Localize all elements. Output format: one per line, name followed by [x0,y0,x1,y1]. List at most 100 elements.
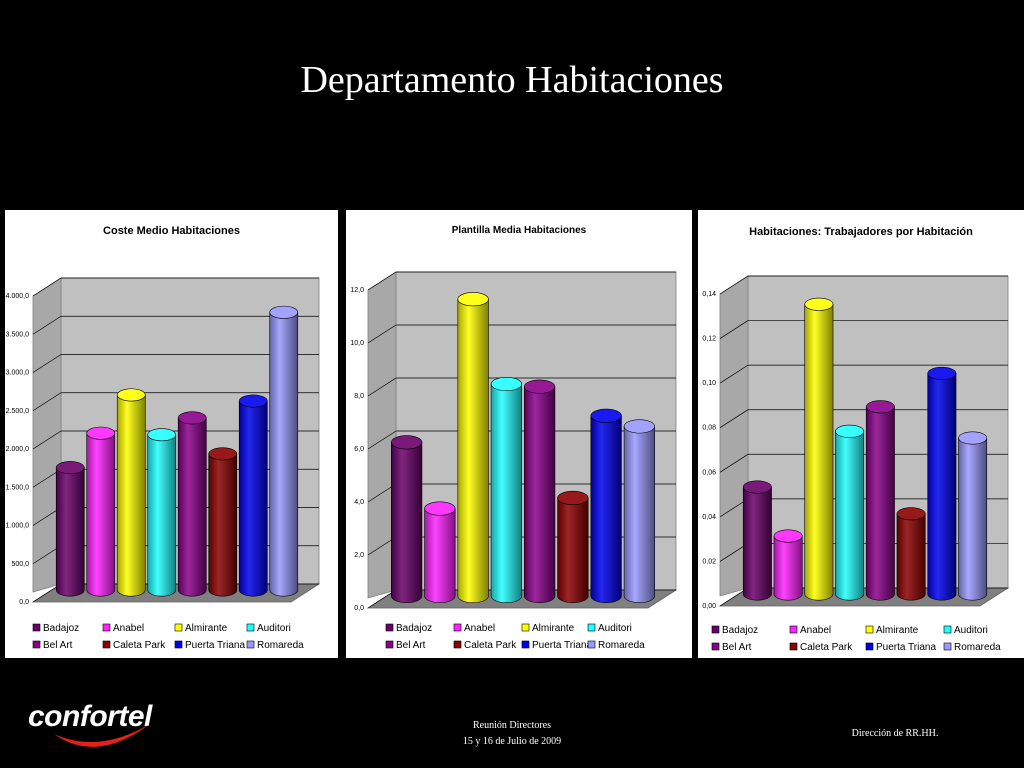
legend-label: Auditori [257,623,291,634]
gridline-side [32,277,62,297]
bar-top [927,366,957,380]
legend-swatch [385,640,394,649]
legend-swatch [865,625,874,634]
bar-romareda [269,305,299,597]
bar-body [524,386,556,603]
bar-top [208,447,238,461]
y-tick-label: 4.000,0 [6,293,29,300]
legend-swatch [102,623,111,632]
bar-anabel [773,529,803,601]
bar-body [86,432,116,597]
bar-top [238,394,268,408]
legend-label: Auditori [598,623,632,634]
bar-anabel [424,501,456,603]
y-tick-label: 0,14 [702,291,716,298]
legend-swatch [943,625,952,634]
bar-auditori [490,376,522,603]
legend-label: Puerta Triana [185,640,245,651]
legend-swatch [587,623,596,632]
y-tick-label: 2.000,0 [6,446,29,453]
bar-top [490,376,522,392]
y-tick-label: 0,04 [702,514,716,521]
legend-label: Caleta Park [800,642,853,653]
bar-body [116,394,146,597]
bar-puerta-triana [927,366,957,601]
y-tick-label: 0,12 [702,336,716,343]
bar-anabel [86,426,116,597]
chart-panel-trabajadores-por-habitacion: Habitaciones: Trabajadores por Habitació… [698,210,1024,658]
bar-auditori [835,424,865,601]
bar-body [238,400,268,597]
gridline-side [367,377,397,397]
bar-badajoz [742,480,772,601]
bar-body [804,303,834,601]
y-tick-label: 3.500,0 [6,331,29,338]
legend-label: Caleta Park [464,640,517,651]
legend-label: Puerta Triana [532,640,592,651]
legend-label: Badajoz [43,623,79,634]
bar-body [457,298,489,603]
bar-bel-art [865,400,895,601]
slide-title: Departamento Habitaciones [300,59,724,101]
legend-label: Anabel [113,623,144,634]
gridline-side [367,430,397,450]
legend-swatch [385,623,394,632]
legend-label: Bel Art [43,640,73,651]
gridline-side [32,354,62,373]
legend-swatch [521,640,530,649]
legend-label: Badajoz [396,623,432,634]
legend-swatch [521,623,530,632]
bar-top [177,411,207,425]
legend-label: Auditori [954,625,988,636]
legend-swatch [453,640,462,649]
bar-top [457,292,489,307]
bar-caleta-park [896,507,926,601]
y-tick-label: 0,0 [19,599,29,606]
confortel-logo: confortel [26,694,166,756]
bar-top [391,435,423,450]
bar-auditori [147,428,177,597]
chart-svg-1: Coste Medio Habitaciones 0,0 500,0 1.000,0 1… [6,225,321,651]
bar-body [269,312,299,597]
legend-swatch [174,623,183,632]
bar-body [835,431,865,601]
bar-top [804,297,834,311]
footer-date: 15 y 16 de Julio de 2009 [462,736,562,747]
legend-swatch [711,642,720,651]
bar-badajoz [55,461,85,597]
bar-top [958,431,988,445]
bar-almirante [116,388,146,597]
bar-top [896,507,926,521]
bar-top [742,480,772,494]
chart-title: Habitaciones: Trabajadores por Habitació… [749,226,973,238]
bar-body [927,373,957,601]
legend-label: Anabel [464,623,495,634]
bar-body [55,467,85,597]
bar-top [524,379,556,394]
chart-svg-3: Habitaciones: Trabajadores por Habitació… [702,226,1010,653]
bar-body [623,426,655,603]
gridline-side [32,430,62,450]
y-tick-label: 1.500,0 [6,484,29,491]
gridline-side [719,453,749,473]
bar-body [208,453,238,597]
bar-top [116,388,146,402]
legend-label: Romareda [954,642,1001,653]
bar-top [269,305,299,319]
bar-body [557,497,589,603]
gridline-side [32,315,62,335]
bar-top [55,461,85,475]
bar-body [490,383,522,603]
bar-top [773,529,803,543]
y-tick-label: 0,00 [702,603,716,610]
y-tick-label: 2,0 [354,552,364,559]
legend-label: Bel Art [722,642,752,653]
y-tick-label: 2.500,0 [6,408,29,415]
legend-label: Badajoz [722,625,758,636]
y-tick-label: 0,08 [702,425,716,432]
bar-top [86,426,116,440]
legend-swatch [789,642,798,651]
footer-department: Dirección de RR.HH. [851,728,939,739]
chart-title: Plantilla Media Habitaciones [452,225,587,236]
gridline-side [32,392,62,412]
